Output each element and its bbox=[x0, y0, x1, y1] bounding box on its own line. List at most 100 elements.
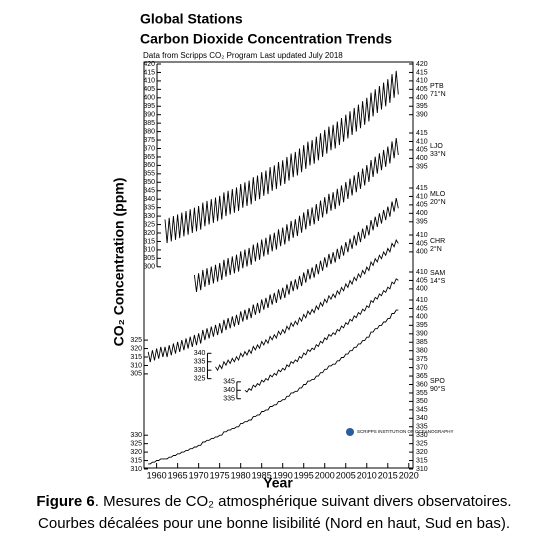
caption-line: Courbes décalées pour une bonne lisibili… bbox=[38, 515, 510, 532]
co2-line bbox=[148, 309, 399, 465]
y-left-tick-label: 390 bbox=[143, 112, 155, 119]
chart-subtitle: Carbon Dioxide Concentration Trends bbox=[140, 31, 392, 47]
station-latitude: 14°S bbox=[430, 277, 446, 285]
y-right-tick-label: 360 bbox=[416, 381, 428, 388]
co2-line bbox=[147, 198, 399, 363]
x-tick-label: 2000 bbox=[315, 470, 335, 480]
y-left-tick-label: 410 bbox=[143, 78, 155, 85]
y-right-tick-label: 395 bbox=[416, 164, 428, 171]
co2-line bbox=[164, 70, 399, 244]
caption-label: Figure 6 bbox=[36, 493, 94, 510]
chart-title: Global Stations bbox=[140, 11, 243, 27]
station-latitude: 71°N bbox=[430, 90, 446, 98]
co2-line bbox=[244, 278, 399, 393]
y-right-tick-label: 420 bbox=[416, 61, 428, 68]
y-right-tick-label: 325 bbox=[416, 440, 428, 447]
y-left-tick-label: 310 bbox=[130, 362, 142, 369]
y-right-tick-label: 345 bbox=[416, 407, 428, 414]
plot-frame bbox=[143, 61, 414, 469]
x-tick-label: 2015 bbox=[378, 470, 398, 480]
x-tick-label: 1985 bbox=[252, 470, 272, 480]
y-right-tick-label: 410 bbox=[416, 232, 428, 239]
y-left-tick-label: 335 bbox=[194, 359, 206, 366]
y-right-tick-label: 310 bbox=[416, 466, 428, 473]
caption-text: . Mesures de CO₂ atmosphérique suivant d… bbox=[95, 493, 512, 510]
y-left-tick-label: 300 bbox=[143, 264, 155, 271]
caption: Figure 6. Mesures de CO₂ atmosphérique s… bbox=[36, 493, 511, 510]
y-right-tick-label: 405 bbox=[416, 277, 428, 284]
y-right-tick-label: 405 bbox=[416, 86, 428, 93]
y-right-tick-label: 405 bbox=[416, 147, 428, 154]
station-name: LJO bbox=[430, 143, 443, 150]
y-left-tick-label: 350 bbox=[143, 179, 155, 186]
y-left-tick-label: 320 bbox=[130, 449, 142, 456]
y-right-tick-label: 335 bbox=[416, 424, 428, 431]
y-right-tick-label: 395 bbox=[416, 103, 428, 110]
y-left-tick-label: 340 bbox=[223, 387, 235, 394]
y-left-tick-label: 320 bbox=[143, 230, 155, 237]
y-left-tick-label: 360 bbox=[143, 162, 155, 169]
y-right-tick-label: 405 bbox=[416, 305, 428, 312]
x-tick-label: 1995 bbox=[294, 470, 314, 480]
y-right-tick-label: 390 bbox=[416, 112, 428, 119]
y-right-tick-label: 350 bbox=[416, 398, 428, 405]
co2-line bbox=[193, 138, 399, 292]
y-left-tick-label: 345 bbox=[223, 379, 235, 386]
x-tick-label: 1970 bbox=[189, 470, 209, 480]
y-right-tick-label: 410 bbox=[416, 78, 428, 85]
y-left-tick-label: 345 bbox=[143, 188, 155, 195]
station-name: MLO bbox=[430, 191, 446, 198]
y-left-tick-label: 400 bbox=[143, 95, 155, 102]
station-name: CHR bbox=[430, 238, 445, 245]
y-right-tick-label: 410 bbox=[416, 297, 428, 304]
y-right-tick-label: 365 bbox=[416, 373, 428, 380]
y-right-tick-label: 370 bbox=[416, 364, 428, 371]
y-right-tick-label: 400 bbox=[416, 249, 428, 256]
station-name: SPO bbox=[430, 378, 445, 385]
y-left-tick-label: 415 bbox=[143, 69, 155, 76]
y-right-tick-label: 410 bbox=[416, 138, 428, 145]
y-left-tick-label: 330 bbox=[194, 367, 206, 374]
x-tick-label: 1980 bbox=[231, 470, 251, 480]
y-right-tick-label: 415 bbox=[416, 130, 428, 137]
y-right-tick-label: 390 bbox=[416, 331, 428, 338]
y-left-tick-label: 315 bbox=[130, 457, 142, 464]
update-note: Last updated July 2018 bbox=[260, 51, 343, 60]
y-left-tick-label: 355 bbox=[143, 171, 155, 178]
y-right-tick-label: 340 bbox=[416, 415, 428, 422]
y-left-tick-label: 340 bbox=[194, 350, 206, 357]
y-right-tick-label: 410 bbox=[416, 269, 428, 276]
x-tick-label: 1960 bbox=[147, 470, 167, 480]
y-right-tick-label: 400 bbox=[416, 210, 428, 217]
y-left-tick-label: 315 bbox=[130, 354, 142, 361]
station-latitude: 33°N bbox=[430, 150, 446, 158]
co2-line bbox=[215, 239, 399, 372]
y-left-tick-label: 325 bbox=[130, 337, 142, 344]
y-right-tick-label: 320 bbox=[416, 449, 428, 456]
y-right-tick-label: 405 bbox=[416, 240, 428, 247]
y-right-tick-label: 395 bbox=[416, 322, 428, 329]
y-right-tick-label: 395 bbox=[416, 219, 428, 226]
logo-text: SCRIPPS INSTITUTION OF OCEANOGRAPHY bbox=[357, 429, 454, 434]
y-left-tick-label: 370 bbox=[143, 145, 155, 152]
y-left-tick-label: 330 bbox=[143, 213, 155, 220]
y-left-tick-label: 380 bbox=[143, 128, 155, 135]
y-right-tick-label: 375 bbox=[416, 356, 428, 363]
y-left-tick-label: 335 bbox=[223, 396, 235, 403]
y-left-tick-label: 330 bbox=[130, 432, 142, 439]
source-note: Data from Scripps CO₂ Program bbox=[143, 51, 258, 60]
x-tick-label: 1990 bbox=[273, 470, 293, 480]
y-left-tick-label: 320 bbox=[130, 345, 142, 352]
y-right-tick-label: 315 bbox=[416, 457, 428, 464]
y-left-tick-label: 385 bbox=[143, 120, 155, 127]
y-axis-label: CO₂ Concentration (ppm) bbox=[111, 178, 127, 347]
station-latitude: 2°N bbox=[430, 245, 442, 253]
y-left-tick-label: 335 bbox=[143, 204, 155, 211]
x-axis-label: Year bbox=[263, 475, 293, 491]
station-name: SAM bbox=[430, 270, 445, 277]
y-left-tick-label: 365 bbox=[143, 154, 155, 161]
y-left-tick-label: 325 bbox=[130, 440, 142, 447]
y-right-tick-label: 415 bbox=[416, 69, 428, 76]
